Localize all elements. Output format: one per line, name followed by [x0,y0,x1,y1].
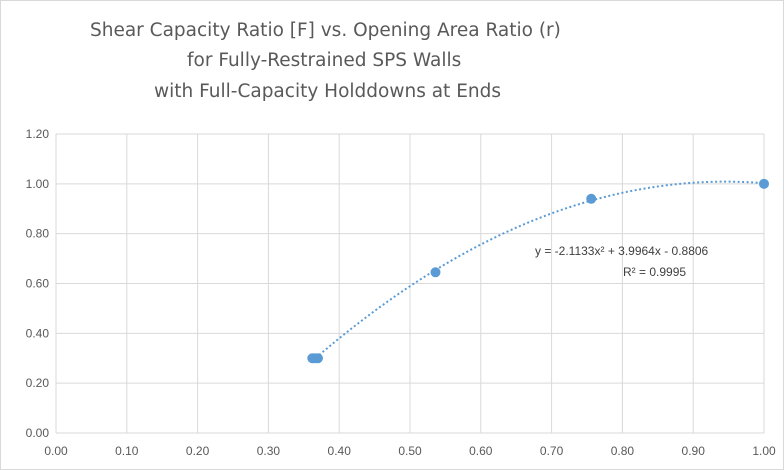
y-tick-label: 0.80 [26,227,50,241]
x-tick-label: 0.60 [469,444,493,458]
x-tick-label: 0.20 [186,444,210,458]
chart-title-line-1: Shear Capacity Ratio [F] vs. Opening Are… [90,20,561,41]
trendline-equation-label: y = -2.1133x² + 3.9964x - 0.8806 [535,244,709,258]
y-tick-label: 0.00 [26,426,50,440]
y-tick-label: 0.40 [26,326,50,340]
x-tick-label: 0.10 [115,444,139,458]
x-tick-label: 1.00 [752,444,776,458]
chart-title-line-3: with Full-Capacity Holddowns at Ends [154,81,501,102]
trendline [311,180,765,362]
x-tick-label: 0.80 [611,444,635,458]
data-point [586,193,597,204]
data-point [312,353,323,364]
y-tick-label: 0.20 [26,376,50,390]
y-tick-label: 0.60 [26,277,50,291]
x-tick-label: 0.40 [328,444,352,458]
x-tick-label: 0.70 [540,444,564,458]
x-tick-label: 0.30 [257,444,281,458]
x-tick-label: 0.50 [398,444,422,458]
data-point [430,267,441,278]
data-point [759,178,769,189]
trendline-r2-label: R² = 0.9995 [623,265,686,279]
chart-title-line-2: for Fully-Restrained SPS Walls [187,50,462,71]
y-tick-label: 1.00 [26,177,50,191]
y-tick-label: 1.20 [26,127,50,141]
x-tick-label: 0.90 [682,444,706,458]
x-tick-label: 0.00 [44,444,68,458]
